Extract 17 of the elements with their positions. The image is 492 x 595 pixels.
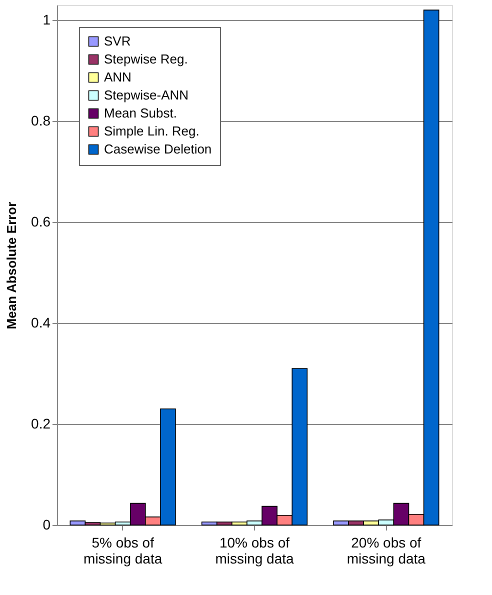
x-tick-label: 10% obs of missing data — [215, 534, 294, 566]
y-axis-title: Mean Absolute Error — [4, 202, 20, 330]
y-tick-label: 1 — [42, 12, 51, 28]
legend-label: Stepwise-ANN — [104, 88, 189, 102]
legend-label: SVR — [104, 34, 131, 48]
y-tick-label: 0.8 — [31, 112, 51, 129]
x-tick-label: 20% obs of missing data — [346, 534, 426, 566]
legend-label: Stepwise Reg. — [104, 52, 188, 66]
legend-label: Simple Lin. Reg. — [104, 124, 200, 138]
legend-label: ANN — [104, 70, 132, 84]
y-tick-label: 0.4 — [31, 314, 51, 331]
legend-label: Casewise Deletion — [104, 142, 212, 156]
y-tick-label: 0.2 — [31, 416, 51, 432]
x-tick-label: 5% obs of missing data — [84, 534, 162, 566]
legend-label: Mean Subst. — [104, 106, 177, 120]
y-tick-label: 0.6 — [31, 214, 51, 230]
y-tick-label: 0 — [42, 516, 51, 532]
